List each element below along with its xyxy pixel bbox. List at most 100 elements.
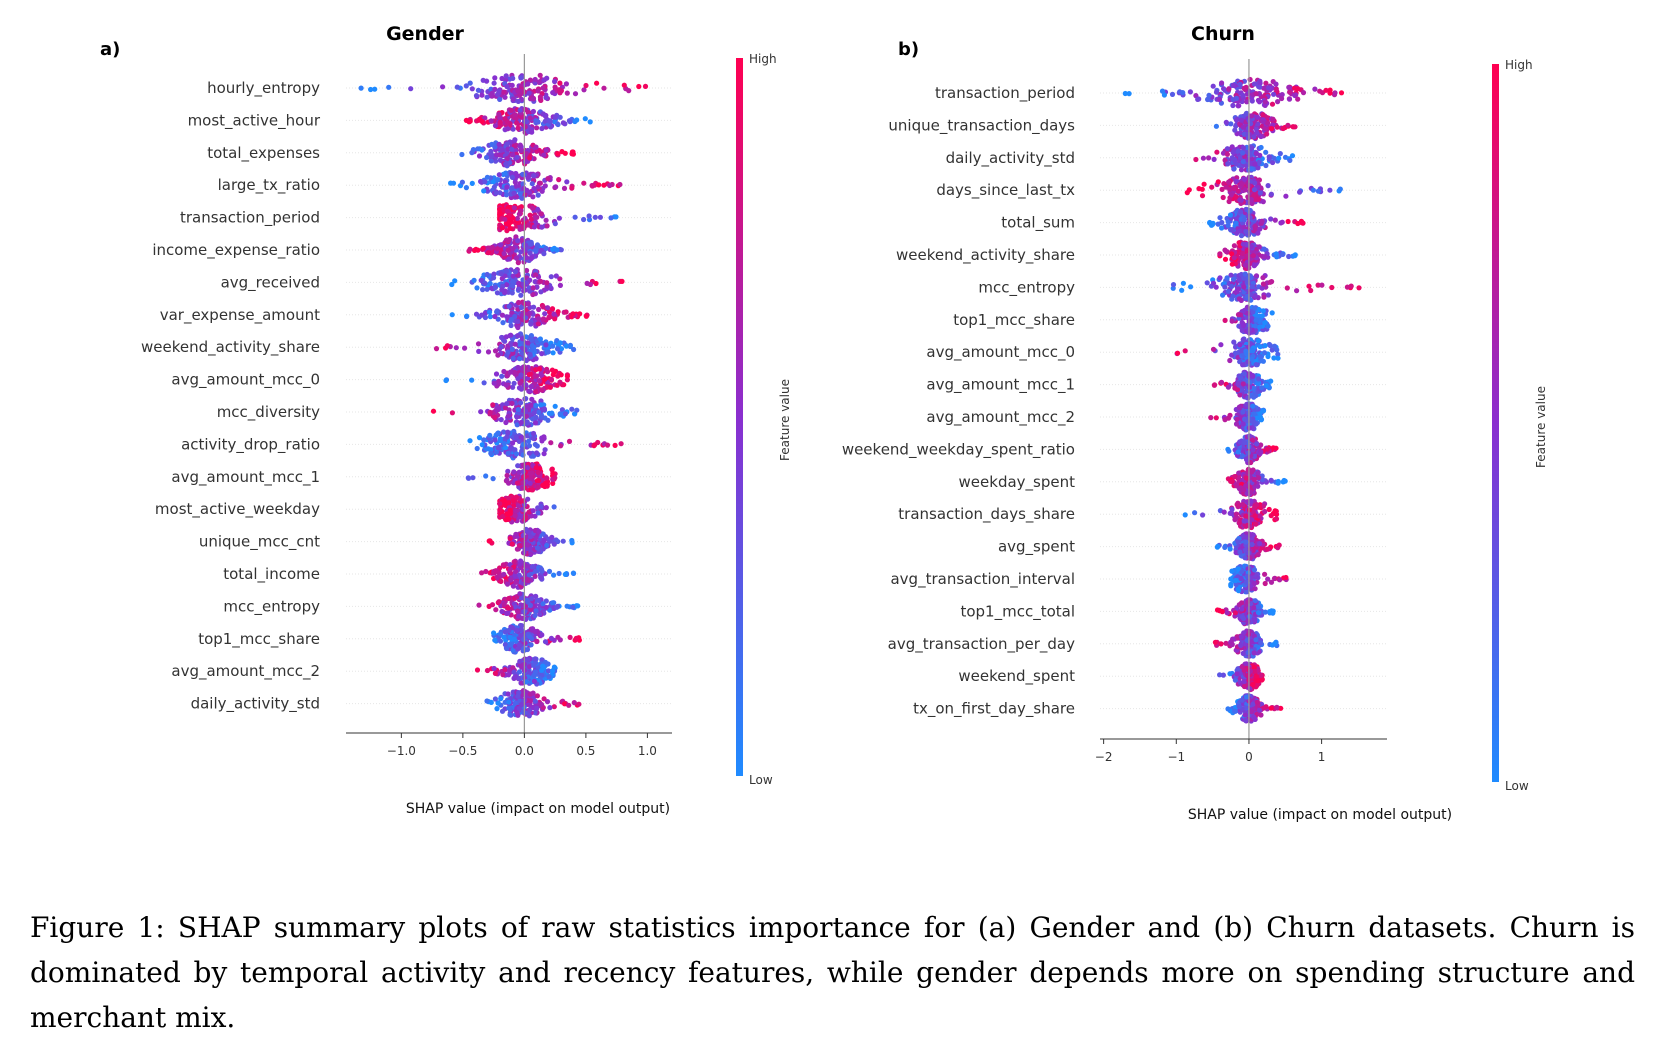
- gender-shap-point: [572, 118, 578, 125]
- gender-shap-point: [517, 658, 523, 665]
- gender-colorbar-high: High: [749, 52, 777, 66]
- gender-shap-point: [538, 575, 544, 581]
- churn-shap-point: [1230, 293, 1236, 299]
- gender-shap-point: [552, 403, 558, 409]
- gender-shap-point: [532, 76, 538, 83]
- gender-shap-point: [557, 412, 564, 418]
- gender-shap-point: [484, 698, 490, 704]
- gender-shap-point: [499, 334, 505, 341]
- gender-shap-point: [551, 664, 558, 670]
- gender-shap-point: [533, 414, 539, 421]
- gender-shap-point: [511, 669, 517, 675]
- gender-shap-point: [542, 311, 548, 317]
- gender-shap-point: [563, 81, 570, 87]
- churn-shap-point: [1261, 350, 1268, 356]
- churn-feature-label: weekend_spent: [958, 667, 1075, 686]
- gender-shap-point: [504, 184, 510, 190]
- gender-shap-point: [542, 483, 548, 490]
- gender-shap-point: [527, 155, 533, 161]
- churn-shap-point: [1300, 220, 1306, 226]
- gender-shap-point: [484, 174, 490, 180]
- churn-shap-point: [1235, 381, 1241, 387]
- gender-shap-point: [548, 440, 554, 446]
- churn-shap-point: [1227, 357, 1233, 364]
- churn-shap-point: [1184, 190, 1190, 196]
- churn-shap-point: [1259, 385, 1265, 391]
- gender-shap-point: [498, 578, 504, 585]
- gender-shap-point: [535, 316, 542, 322]
- churn-shap-point: [1233, 220, 1239, 226]
- gender-feature-label: unique_mcc_cnt: [199, 533, 320, 552]
- gender-shap-point: [551, 541, 557, 547]
- churn-shap-point: [1247, 379, 1253, 385]
- churn-shap-point: [1242, 187, 1248, 193]
- gender-shap-point: [548, 274, 554, 280]
- gender-shap-point: [464, 313, 470, 319]
- gender-shap-point: [463, 83, 469, 89]
- gender-shap-point: [489, 141, 495, 147]
- gender-shap-point: [533, 402, 539, 409]
- churn-shap-point: [1229, 227, 1236, 233]
- churn-shap-point: [1228, 121, 1234, 127]
- gender-shap-point: [386, 84, 392, 90]
- gender-shap-point: [521, 637, 527, 643]
- gender-feature-label: avg_received: [221, 273, 320, 292]
- gender-shap-point: [537, 72, 543, 78]
- gender-shap-point: [505, 413, 511, 419]
- churn-shap-point: [1206, 92, 1212, 98]
- gender-shap-point: [471, 247, 478, 253]
- gender-shap-point: [520, 532, 526, 538]
- churn-shap-point: [1223, 248, 1229, 255]
- gender-shap-point: [527, 534, 534, 540]
- churn-shap-point: [1268, 378, 1274, 384]
- churn-shap-point: [1323, 87, 1329, 93]
- churn-shap-point: [1260, 112, 1266, 118]
- gender-shap-point: [504, 208, 510, 214]
- churn-shap-point: [1210, 346, 1217, 352]
- churn-shap-point: [1228, 192, 1235, 198]
- churn-shap-point: [1236, 103, 1242, 109]
- gender-shap-point: [530, 690, 536, 696]
- gender-chart-title: Gender: [386, 23, 464, 45]
- churn-shap-point: [1250, 437, 1256, 443]
- gender-shap-point: [512, 700, 519, 706]
- churn-feature-label: transaction_days_share: [898, 505, 1075, 524]
- gender-shap-point: [535, 510, 541, 516]
- gender-shap-point: [528, 642, 534, 648]
- churn-feature-swarm-avg_amount_mcc_2: [1208, 401, 1267, 433]
- gender-shap-point: [586, 213, 592, 219]
- gender-shap-point: [524, 465, 531, 471]
- gender-shap-point: [433, 346, 440, 352]
- gender-shap-point: [490, 476, 496, 482]
- churn-shap-point: [1226, 448, 1232, 454]
- gender-shap-point: [513, 579, 519, 585]
- gender-shap-point: [574, 407, 580, 413]
- churn-shap-point: [1231, 339, 1237, 345]
- gender-shap-point: [532, 373, 539, 379]
- gender-shap-point: [508, 107, 514, 113]
- gender-shap-point: [557, 90, 563, 96]
- gender-shap-point: [488, 118, 494, 124]
- churn-shap-point: [1241, 176, 1248, 182]
- gender-shap-point: [492, 75, 498, 81]
- gender-shap-point: [506, 705, 512, 711]
- gender-shap-point: [500, 562, 506, 568]
- churn-shap-point: [1241, 217, 1247, 223]
- gender-shap-point: [532, 656, 538, 662]
- churn-shap-point: [1290, 124, 1296, 130]
- gender-shap-point: [484, 667, 491, 674]
- gender-feature-swarm-most_active_weekday: [497, 493, 557, 525]
- gender-shap-point: [522, 347, 528, 353]
- gender-shap-point: [494, 290, 500, 296]
- gender-shap-point: [511, 205, 517, 211]
- gender-shap-point: [515, 260, 521, 266]
- gender-shap-point: [534, 125, 540, 131]
- churn-shap-point: [1237, 342, 1243, 348]
- gender-shap-point: [556, 177, 562, 183]
- gender-shap-point: [469, 377, 475, 383]
- gender-shap-point: [547, 118, 553, 125]
- gender-shap-point: [546, 410, 553, 416]
- gender-feature-swarm-transaction_period: [497, 202, 619, 234]
- gender-shap-point: [467, 246, 473, 252]
- gender-shap-point: [475, 87, 481, 93]
